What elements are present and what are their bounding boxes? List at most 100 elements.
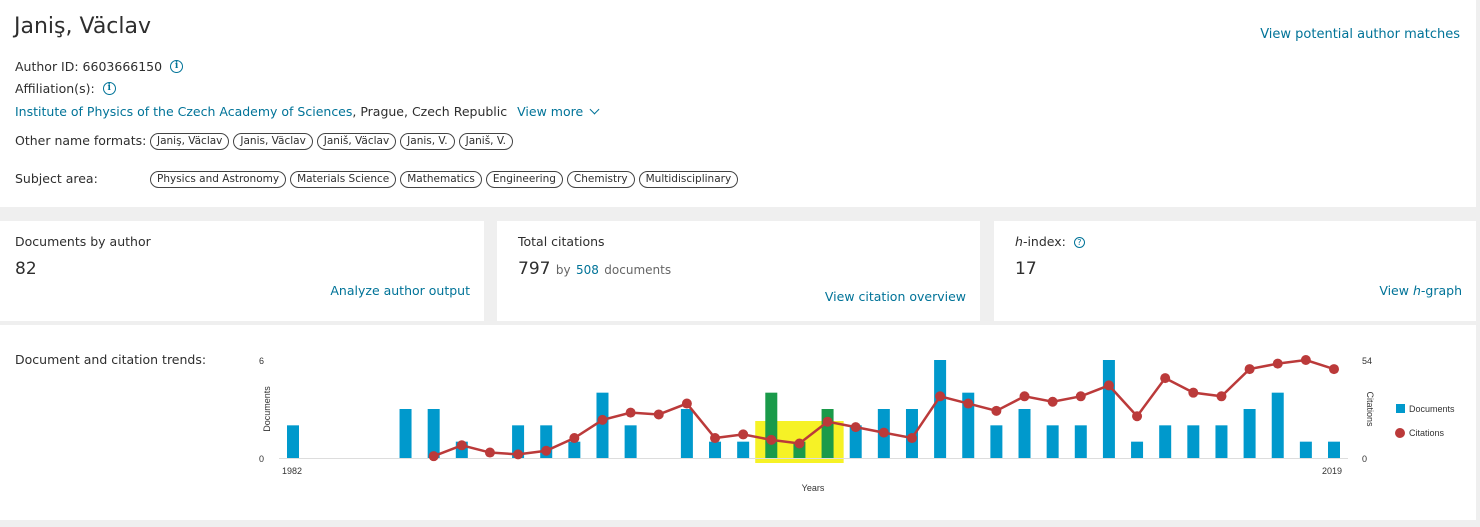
citations-point <box>1047 396 1058 407</box>
y-left-tick-min: 0 <box>259 454 264 464</box>
documents-bar <box>1215 425 1228 458</box>
x-axis-title: Years <box>802 483 825 493</box>
trends-title: Document and citation trends: <box>15 352 207 367</box>
affiliation-link[interactable]: Institute of Physics of the Czech Academ… <box>15 104 353 119</box>
documents-bar <box>1074 425 1087 458</box>
documents-bar <box>821 409 834 458</box>
legend-documents-label: Documents <box>1409 404 1455 414</box>
view-more-link[interactable]: View more <box>517 104 584 119</box>
help-icon[interactable]: ? <box>1073 237 1085 248</box>
documents-bar <box>680 409 693 458</box>
documents-bar <box>427 409 440 458</box>
documents-bar <box>1046 425 1059 458</box>
view-potential-author-matches-link[interactable]: View potential author matches <box>1260 27 1460 42</box>
documents-bar <box>1018 409 1031 458</box>
citing-documents-link[interactable]: 508 <box>575 263 599 277</box>
citations-point <box>625 407 636 418</box>
documents-bar <box>1299 441 1312 458</box>
h-index-title: h-index: ? <box>1015 234 1085 249</box>
subject-area-pill: Physics and Astronomy <box>150 171 287 188</box>
citations-by: by <box>555 263 571 277</box>
citations-point <box>878 427 889 438</box>
citations-point <box>850 422 861 433</box>
documents-bar <box>934 360 947 458</box>
author-name: Janiş, Väclav <box>14 14 152 39</box>
citations-point <box>541 445 552 456</box>
other-name-pill: Janiš, Väclav <box>316 133 397 150</box>
citations-point <box>1103 380 1114 391</box>
documents-bar <box>737 441 750 458</box>
other-name-pill: Janiş, Väclav <box>150 133 230 150</box>
documents-bar <box>765 392 778 458</box>
subject-area-label: Subject area: <box>15 171 98 186</box>
citations-point <box>428 451 439 462</box>
x-tick-end: 2019 <box>1322 466 1342 476</box>
view-h-graph-pre: View <box>1379 283 1413 298</box>
documents-bar <box>512 425 525 458</box>
y-right-axis-title: Citations <box>1365 391 1375 427</box>
chevron-down-icon[interactable] <box>589 104 600 115</box>
analyze-author-output-link[interactable]: Analyze author output <box>330 283 470 298</box>
documents-bar <box>1131 441 1144 458</box>
citations-point <box>906 433 917 444</box>
info-icon[interactable]: i <box>102 82 116 95</box>
documents-title: Documents by author <box>15 234 151 249</box>
legend-citations-label: Citations <box>1409 428 1445 438</box>
view-h-graph-link[interactable]: View h-graph <box>1379 283 1462 298</box>
citations-value-row: 797 by 508 documents <box>518 259 671 279</box>
subject-area-pill: Mathematics <box>400 171 482 188</box>
document-citation-chart: 6 0 54 0 1982 2019 Years Documents Citations Docu… <box>259 355 1455 493</box>
citations-count: 797 <box>518 259 551 279</box>
documents-bar <box>709 441 722 458</box>
subject-area-pill: Multidisciplinary <box>638 171 739 188</box>
documents-bar <box>962 392 975 458</box>
view-citation-overview-link[interactable]: View citation overview <box>824 289 966 304</box>
citations-point <box>653 409 664 420</box>
subject-area-pill: Engineering <box>485 171 563 188</box>
documents-bar <box>624 425 637 458</box>
trends-panel: Document and citation trends: 6 0 54 0 1982 2… <box>0 325 1476 520</box>
citations-point <box>710 433 721 444</box>
author-header-panel: Janiş, Väclav View potential author matc… <box>0 0 1476 207</box>
other-names-label: Other name formats: <box>15 133 147 148</box>
y-right-tick-min: 0 <box>1362 454 1367 464</box>
citations-point <box>597 414 608 425</box>
affiliation-location: , Prague, Czech Republic <box>352 104 508 119</box>
citations-point <box>794 438 805 449</box>
citations-point <box>1132 411 1143 422</box>
y-right-tick-max: 54 <box>1362 356 1372 366</box>
affiliation-label-row: Affiliation(s): i <box>15 81 116 96</box>
documents-bar <box>1102 360 1115 458</box>
h-index-value: 17 <box>1015 259 1037 279</box>
citations-point <box>963 398 974 409</box>
citations-point <box>1300 355 1311 365</box>
citations-title: Total citations <box>518 234 605 249</box>
documents-bar <box>1187 425 1200 458</box>
documents-bar <box>568 441 581 458</box>
info-icon[interactable]: i <box>170 60 184 73</box>
y-left-axis-title: Documents <box>262 386 272 432</box>
x-tick-start: 1982 <box>282 466 302 476</box>
documents-bar <box>1159 425 1172 458</box>
h-index-h: h <box>1015 234 1023 249</box>
documents-bar <box>849 425 862 458</box>
citations-point <box>1188 387 1199 398</box>
affiliation-row: Institute of Physics of the Czech Academ… <box>15 104 600 119</box>
subject-area-pill: Chemistry <box>566 171 635 188</box>
view-h-graph-post: -graph <box>1420 283 1462 298</box>
legend-citations-marker <box>1395 428 1405 438</box>
subject-area-pill: Materials Science <box>290 171 397 188</box>
documents-bar <box>596 392 609 458</box>
citations-documents-word: documents <box>604 263 672 277</box>
subject-area-list: Physics and Astronomy Materials Science Ma… <box>150 171 739 188</box>
legend-documents-swatch <box>1396 404 1405 413</box>
documents-bar <box>1271 392 1284 458</box>
y-left-tick-max: 6 <box>259 356 264 366</box>
documents-bar <box>287 425 299 458</box>
citations-point <box>766 434 777 445</box>
citations-point <box>1329 364 1339 375</box>
documents-count: 82 <box>15 259 37 279</box>
affiliation-label: Affiliation(s): <box>15 81 95 96</box>
author-id: Author ID: 6603666150 <box>15 59 163 74</box>
other-name-formats: Janiş, Väclav Janis, Väclav Janiš, Väclav J… <box>150 133 514 150</box>
